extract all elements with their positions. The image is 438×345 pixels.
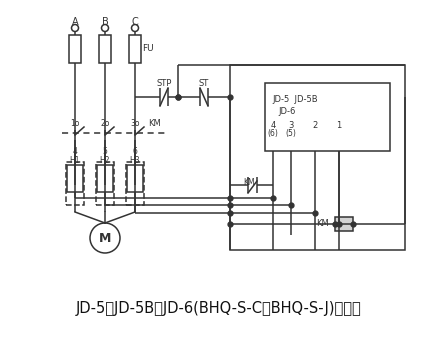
Text: H2: H2 (99, 156, 110, 165)
Circle shape (90, 223, 120, 253)
Text: 4: 4 (270, 120, 275, 129)
Text: A: A (71, 17, 78, 27)
Text: 3o: 3o (130, 118, 139, 128)
Text: KM: KM (148, 118, 161, 128)
Bar (96, 162, 114, 205)
Text: JD-5  JD-5B: JD-5 JD-5B (272, 95, 317, 103)
Bar (230, 65, 404, 250)
Text: B: B (101, 17, 108, 27)
Text: H3: H3 (129, 156, 140, 165)
Bar (99, 35, 111, 63)
Text: 2o: 2o (100, 118, 110, 128)
Text: STP: STP (156, 79, 171, 88)
Bar (127, 165, 143, 192)
Bar (97, 165, 113, 192)
Text: (5): (5) (285, 128, 296, 138)
Bar (66, 162, 84, 205)
Bar (69, 35, 81, 63)
Bar (129, 35, 141, 63)
Text: C: C (131, 17, 138, 27)
Text: JD-5、JD-5B、JD-6(BHQ-S-C、BHQ-S-J)接线图: JD-5、JD-5B、JD-6(BHQ-S-C、BHQ-S-J)接线图 (76, 300, 361, 315)
Text: JD-6: JD-6 (278, 107, 295, 116)
Text: 4: 4 (72, 147, 77, 156)
Bar (67, 165, 83, 192)
Text: H1: H1 (70, 156, 80, 165)
Text: 5: 5 (102, 147, 107, 156)
Text: KM: KM (316, 219, 328, 228)
Bar (265, 83, 389, 151)
Bar (126, 162, 144, 205)
Text: 6: 6 (132, 147, 137, 156)
Text: 1o: 1o (70, 118, 80, 128)
Text: FU: FU (142, 43, 153, 52)
Text: (6): (6) (267, 128, 278, 138)
Text: M: M (99, 231, 111, 245)
Text: 2: 2 (312, 120, 317, 129)
Text: 1: 1 (336, 120, 341, 129)
Text: 3: 3 (288, 120, 293, 129)
Bar (334, 217, 352, 231)
Text: KM: KM (243, 177, 254, 187)
Text: ST: ST (198, 79, 208, 88)
